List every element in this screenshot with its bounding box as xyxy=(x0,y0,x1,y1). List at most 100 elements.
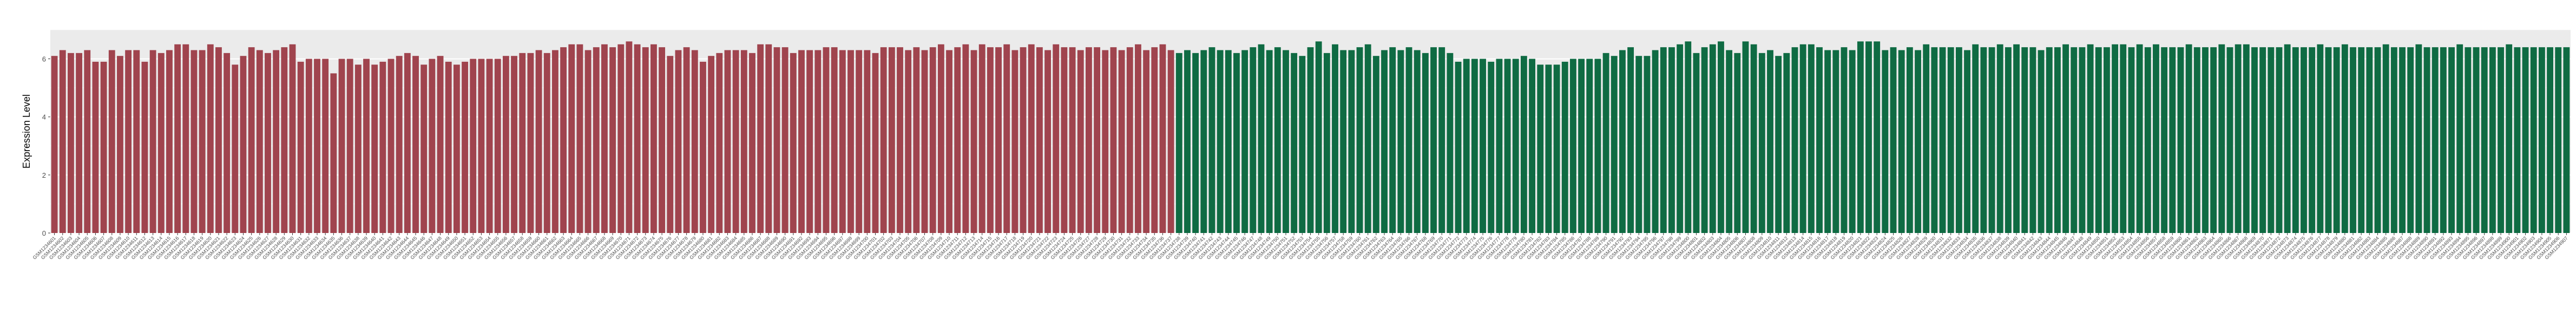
bar xyxy=(2193,47,2200,233)
bar xyxy=(314,59,320,233)
bar xyxy=(2489,47,2496,233)
bar xyxy=(1364,44,1371,233)
bar xyxy=(2276,47,2283,233)
bar xyxy=(297,61,304,234)
bar xyxy=(1602,53,1609,234)
bar xyxy=(2202,47,2209,233)
bar xyxy=(757,44,764,233)
bar xyxy=(897,47,903,233)
bar xyxy=(2506,44,2513,233)
bar xyxy=(2358,47,2365,233)
y-tick-label: 6 xyxy=(42,55,46,63)
bar xyxy=(2555,47,2562,233)
bar xyxy=(1192,53,1199,234)
bar xyxy=(1841,47,1848,233)
bar xyxy=(2021,47,2028,233)
bar xyxy=(527,53,534,234)
bar xyxy=(1931,47,1938,233)
bar xyxy=(1480,59,1486,233)
bar xyxy=(1865,41,1872,234)
bar xyxy=(2481,47,2488,233)
bar xyxy=(1660,47,1667,233)
bar xyxy=(371,64,378,233)
bar xyxy=(2382,44,2389,233)
bar xyxy=(305,59,312,233)
bar xyxy=(1561,61,1568,234)
bar xyxy=(1512,59,1519,233)
bar xyxy=(502,56,509,234)
bar xyxy=(1372,56,1379,234)
bar xyxy=(1611,56,1618,234)
bar xyxy=(1315,41,1322,234)
bar xyxy=(1709,44,1716,233)
bar xyxy=(2038,50,2045,233)
bar xyxy=(568,44,575,233)
bar xyxy=(1849,50,1856,233)
bar xyxy=(182,44,189,233)
bar xyxy=(273,50,280,233)
bar xyxy=(1430,47,1437,233)
bar xyxy=(445,61,452,234)
bar xyxy=(100,61,107,234)
bar xyxy=(1036,47,1043,233)
bar xyxy=(929,47,936,233)
bar xyxy=(970,50,977,233)
bar xyxy=(2112,44,2119,233)
bar xyxy=(1340,50,1347,233)
bar xyxy=(1077,50,1084,233)
bar xyxy=(1644,56,1651,234)
y-tick-label: 4 xyxy=(42,113,46,121)
bar xyxy=(1069,47,1076,233)
bar xyxy=(1570,59,1576,233)
bar xyxy=(1915,50,1921,233)
bar xyxy=(806,50,813,233)
bar xyxy=(584,50,592,233)
bar xyxy=(1988,47,1995,233)
bar xyxy=(773,47,780,233)
bar xyxy=(560,47,567,233)
bar xyxy=(905,50,912,233)
bar xyxy=(2473,47,2480,233)
bar xyxy=(642,47,649,233)
bar xyxy=(1414,50,1421,233)
bar xyxy=(1135,44,1141,233)
bar xyxy=(823,47,830,233)
bar xyxy=(576,44,583,233)
bar xyxy=(667,56,674,234)
bar xyxy=(429,59,436,233)
bar xyxy=(1463,59,1470,233)
bar xyxy=(1200,50,1207,233)
bar xyxy=(839,50,846,233)
bar xyxy=(2104,47,2110,233)
bar xyxy=(2218,44,2225,233)
bar xyxy=(1356,47,1363,233)
bar xyxy=(617,44,625,233)
bar xyxy=(1545,64,1552,233)
bar xyxy=(1553,64,1560,233)
bar xyxy=(2071,47,2078,233)
bar xyxy=(1274,47,1281,233)
bar xyxy=(543,53,550,234)
bar xyxy=(601,44,608,233)
bar xyxy=(289,44,296,233)
bar xyxy=(84,50,91,233)
bar xyxy=(1906,47,1913,233)
bar xyxy=(2251,47,2258,233)
bar xyxy=(2087,44,2094,233)
bar xyxy=(281,47,288,233)
bar xyxy=(1159,44,1166,233)
bar xyxy=(453,64,460,233)
bar xyxy=(1685,41,1692,234)
bar xyxy=(1775,56,1782,234)
bar xyxy=(76,53,83,234)
bar xyxy=(117,56,123,234)
bar xyxy=(157,53,165,234)
bar xyxy=(2029,47,2036,233)
bar xyxy=(2235,44,2242,233)
bar xyxy=(199,50,206,233)
bar xyxy=(1627,47,1634,233)
bar xyxy=(1348,50,1355,233)
bar xyxy=(1955,47,1962,233)
bar xyxy=(125,50,132,233)
bar xyxy=(2325,47,2332,233)
